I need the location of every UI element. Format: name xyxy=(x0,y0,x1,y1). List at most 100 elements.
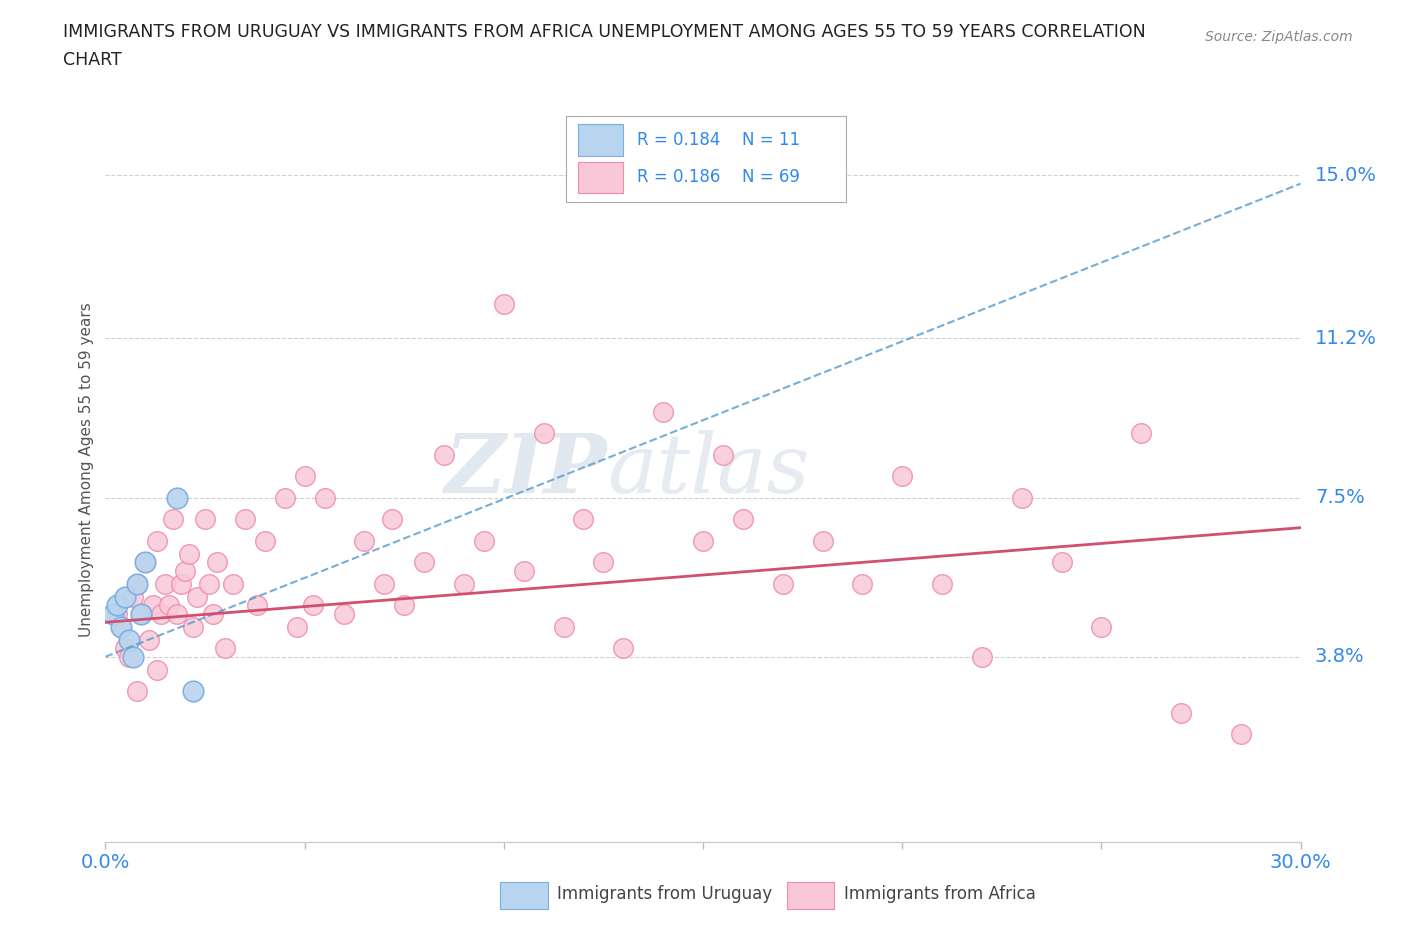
Point xyxy=(198,577,221,591)
Point xyxy=(353,533,375,548)
Point xyxy=(233,512,256,526)
Point xyxy=(122,589,145,604)
Point xyxy=(314,490,336,505)
Text: atlas: atlas xyxy=(607,430,810,510)
Point xyxy=(592,554,614,569)
Point xyxy=(107,598,129,613)
Point xyxy=(513,564,536,578)
Point xyxy=(150,606,173,621)
Point xyxy=(285,619,308,634)
Point xyxy=(107,606,129,621)
Point xyxy=(1170,705,1192,720)
Point xyxy=(222,577,245,591)
Point xyxy=(122,649,145,664)
Text: 7.5%: 7.5% xyxy=(1315,488,1365,507)
Point xyxy=(572,512,595,526)
Point xyxy=(433,447,456,462)
Point xyxy=(129,606,153,621)
Point xyxy=(127,577,149,591)
Point xyxy=(692,533,714,548)
Point xyxy=(114,589,136,604)
Text: 11.2%: 11.2% xyxy=(1315,329,1376,348)
Point xyxy=(492,297,515,312)
Point xyxy=(157,598,180,613)
Point xyxy=(392,598,416,613)
Point xyxy=(294,469,316,484)
Point xyxy=(153,577,177,591)
Point xyxy=(162,512,184,526)
Point xyxy=(181,684,204,698)
Point xyxy=(333,606,356,621)
Point xyxy=(127,577,149,591)
Text: Immigrants from Africa: Immigrants from Africa xyxy=(844,885,1036,903)
Point xyxy=(273,490,295,505)
Point xyxy=(1090,619,1112,634)
Point xyxy=(381,512,404,526)
Point xyxy=(214,641,236,656)
Point xyxy=(166,490,188,505)
Text: R = 0.184: R = 0.184 xyxy=(637,131,721,149)
Point xyxy=(194,512,217,526)
Point xyxy=(891,469,914,484)
Point xyxy=(851,577,873,591)
Text: 3.8%: 3.8% xyxy=(1315,647,1364,666)
Point xyxy=(110,619,132,634)
Point xyxy=(301,598,323,613)
Point xyxy=(174,564,197,578)
Point xyxy=(202,606,225,621)
Point xyxy=(253,533,276,548)
Point xyxy=(811,533,834,548)
Point xyxy=(166,606,188,621)
Point xyxy=(110,619,132,634)
Point xyxy=(170,577,193,591)
Point xyxy=(146,533,169,548)
Point xyxy=(181,619,204,634)
Text: N = 11: N = 11 xyxy=(742,131,800,149)
Text: ZIP: ZIP xyxy=(444,430,607,510)
Point xyxy=(533,426,555,441)
Point xyxy=(472,533,495,548)
Point xyxy=(142,598,165,613)
Point xyxy=(186,589,208,604)
Bar xyxy=(578,125,623,155)
Text: Source: ZipAtlas.com: Source: ZipAtlas.com xyxy=(1205,30,1353,44)
Point xyxy=(652,405,675,419)
Text: Immigrants from Uruguay: Immigrants from Uruguay xyxy=(557,885,772,903)
Text: IMMIGRANTS FROM URUGUAY VS IMMIGRANTS FROM AFRICA UNEMPLOYMENT AMONG AGES 55 TO : IMMIGRANTS FROM URUGUAY VS IMMIGRANTS FR… xyxy=(63,23,1146,41)
Point xyxy=(146,662,169,677)
Y-axis label: Unemployment Among Ages 55 to 59 years: Unemployment Among Ages 55 to 59 years xyxy=(79,302,94,637)
Point xyxy=(931,577,953,591)
Point xyxy=(205,554,228,569)
Point xyxy=(103,606,125,621)
Point xyxy=(711,447,734,462)
Point xyxy=(1011,490,1033,505)
Point xyxy=(114,641,136,656)
Point xyxy=(118,632,141,647)
Text: N = 69: N = 69 xyxy=(742,168,800,186)
Point xyxy=(1050,554,1073,569)
Point xyxy=(772,577,794,591)
Point xyxy=(553,619,575,634)
Text: CHART: CHART xyxy=(63,51,122,69)
Point xyxy=(134,554,156,569)
Text: R = 0.186: R = 0.186 xyxy=(637,168,721,186)
Point xyxy=(731,512,754,526)
Point xyxy=(129,606,153,621)
Point xyxy=(127,684,149,698)
Point xyxy=(970,649,993,664)
FancyBboxPatch shape xyxy=(565,116,846,202)
Point xyxy=(373,577,395,591)
Bar xyxy=(578,162,623,193)
Point xyxy=(1130,426,1153,441)
Text: 15.0%: 15.0% xyxy=(1315,166,1376,184)
Point xyxy=(612,641,634,656)
Point xyxy=(134,554,156,569)
Point xyxy=(138,632,160,647)
Bar xyxy=(787,882,835,909)
Point xyxy=(177,546,201,561)
Bar xyxy=(501,882,547,909)
Point xyxy=(118,649,141,664)
Point xyxy=(453,577,475,591)
Point xyxy=(1229,726,1251,741)
Point xyxy=(246,598,269,613)
